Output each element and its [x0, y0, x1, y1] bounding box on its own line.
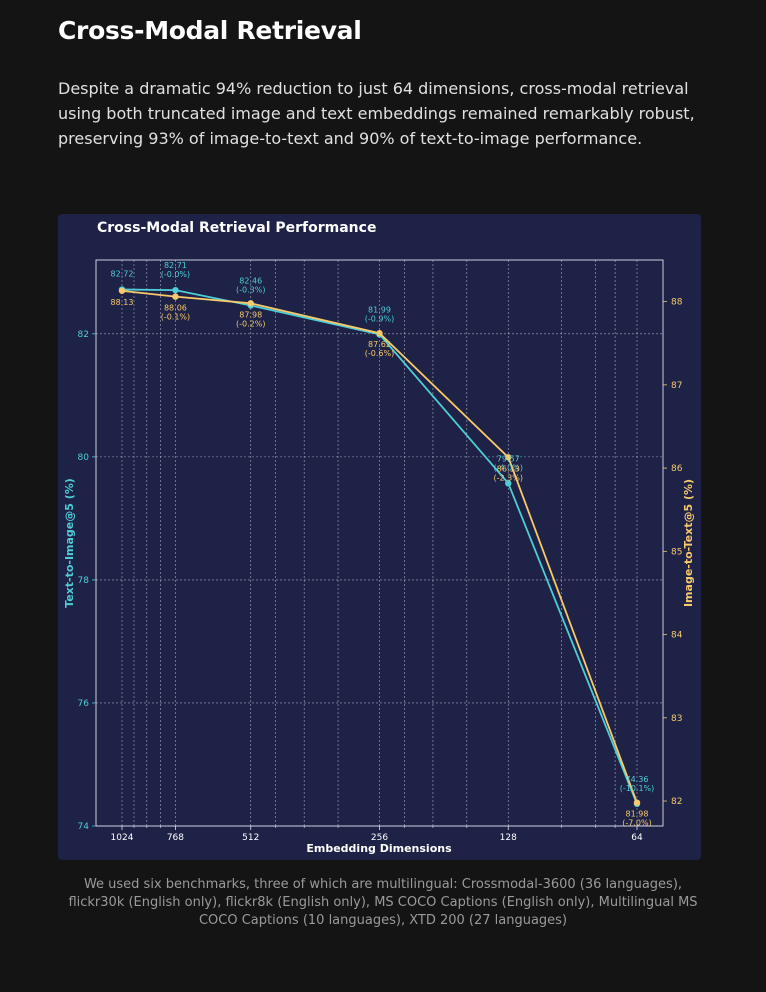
y-right-tick-label: 88: [671, 298, 683, 308]
data-label-1: (-7.0%): [622, 819, 651, 828]
data-label-1: 88.13: [111, 298, 134, 307]
data-label-1: 81.98: [626, 810, 649, 819]
caption: We used six benchmarks, three of which a…: [68, 877, 698, 928]
x-tick-label: 1024: [111, 833, 134, 843]
y-axis-left-label: Text-to-Image@5 (%): [63, 478, 76, 608]
chart-svg: Cross-Modal Retrieval Performance Embedd…: [63, 220, 695, 855]
x-tick-label: 128: [500, 833, 517, 843]
data-label-1: 88.06: [164, 304, 187, 313]
series-point-1: [376, 330, 383, 337]
x-tick-label: 64: [631, 833, 643, 843]
series-point-1: [172, 293, 179, 300]
y-right-tick-label: 87: [671, 381, 682, 391]
chart-title: Cross-Modal Retrieval Performance: [97, 220, 376, 236]
data-label-0: 79.57: [497, 454, 520, 463]
x-tick-label: 768: [167, 833, 184, 843]
data-label-1: (-2.3%): [494, 473, 523, 482]
data-label-0: (-0.0%): [161, 270, 190, 279]
data-label-0: (-0.9%): [365, 314, 394, 323]
data-label-0: (-4.0%): [494, 463, 523, 472]
series-point-1: [247, 300, 254, 307]
y-left-tick-label: 78: [78, 576, 90, 586]
series-point-0: [505, 480, 512, 487]
data-label-0: (-0.3%): [236, 286, 265, 295]
y-left-tick-label: 76: [78, 699, 90, 709]
y-right-tick-label: 84: [671, 631, 683, 641]
y-right-tick-label: 83: [671, 714, 682, 724]
x-tick-label: 512: [242, 833, 259, 843]
labels-layer: 82.72 82.71(-0.0%) 82.46(-0.3%) 81.99(-0.9%…: [111, 261, 655, 828]
data-label-0: 82.46: [239, 277, 262, 286]
data-label-1: 87.62: [368, 340, 391, 349]
chart-figure: Cross-Modal Retrieval Performance Embedd…: [58, 214, 701, 860]
x-tick-label: 256: [371, 833, 388, 843]
y-left-tick-label: 82: [78, 330, 89, 340]
series-point-1: [505, 454, 512, 461]
data-label-1: (-0.6%): [365, 349, 394, 358]
data-label-1: (-0.2%): [236, 319, 265, 328]
grid-layer: [96, 260, 663, 827]
series-point-1: [633, 799, 641, 806]
series-line-1: [121, 289, 638, 804]
series-line-0: [121, 288, 638, 805]
y-right-tick-label: 86: [671, 464, 683, 474]
page-title: Cross-Modal Retrieval: [58, 16, 362, 45]
y-left-tick-label: 74: [78, 822, 90, 832]
data-label-0: 82.71: [164, 261, 187, 270]
data-label-0: (-10.1%): [620, 784, 655, 793]
y-left-tick-label: 80: [78, 453, 90, 463]
data-label-0: 74.36: [626, 775, 649, 784]
data-label-1: (-0.1%): [161, 313, 190, 322]
data-label-1: 87.98: [239, 310, 262, 319]
data-label-0: 82.72: [111, 270, 134, 279]
y-axis-right-label: Image-to-Text@5 (%): [682, 479, 695, 607]
x-axis-label: Embedding Dimensions: [306, 842, 452, 855]
axes-layer: 1024 768 512 256 128 64 74 76 78 80 82 82 83 84 85 86 87…: [78, 298, 683, 843]
intro-paragraph: Despite a dramatic 94% reduction to just…: [58, 79, 695, 148]
series-layer: [118, 286, 641, 808]
data-label-0: 81.99: [368, 305, 391, 314]
series-point-0: [172, 286, 179, 294]
y-right-tick-label: 85: [671, 547, 682, 557]
y-right-tick-label: 82: [671, 797, 682, 807]
data-label-1: 86.13: [497, 464, 520, 473]
series-point-1: [118, 287, 126, 294]
